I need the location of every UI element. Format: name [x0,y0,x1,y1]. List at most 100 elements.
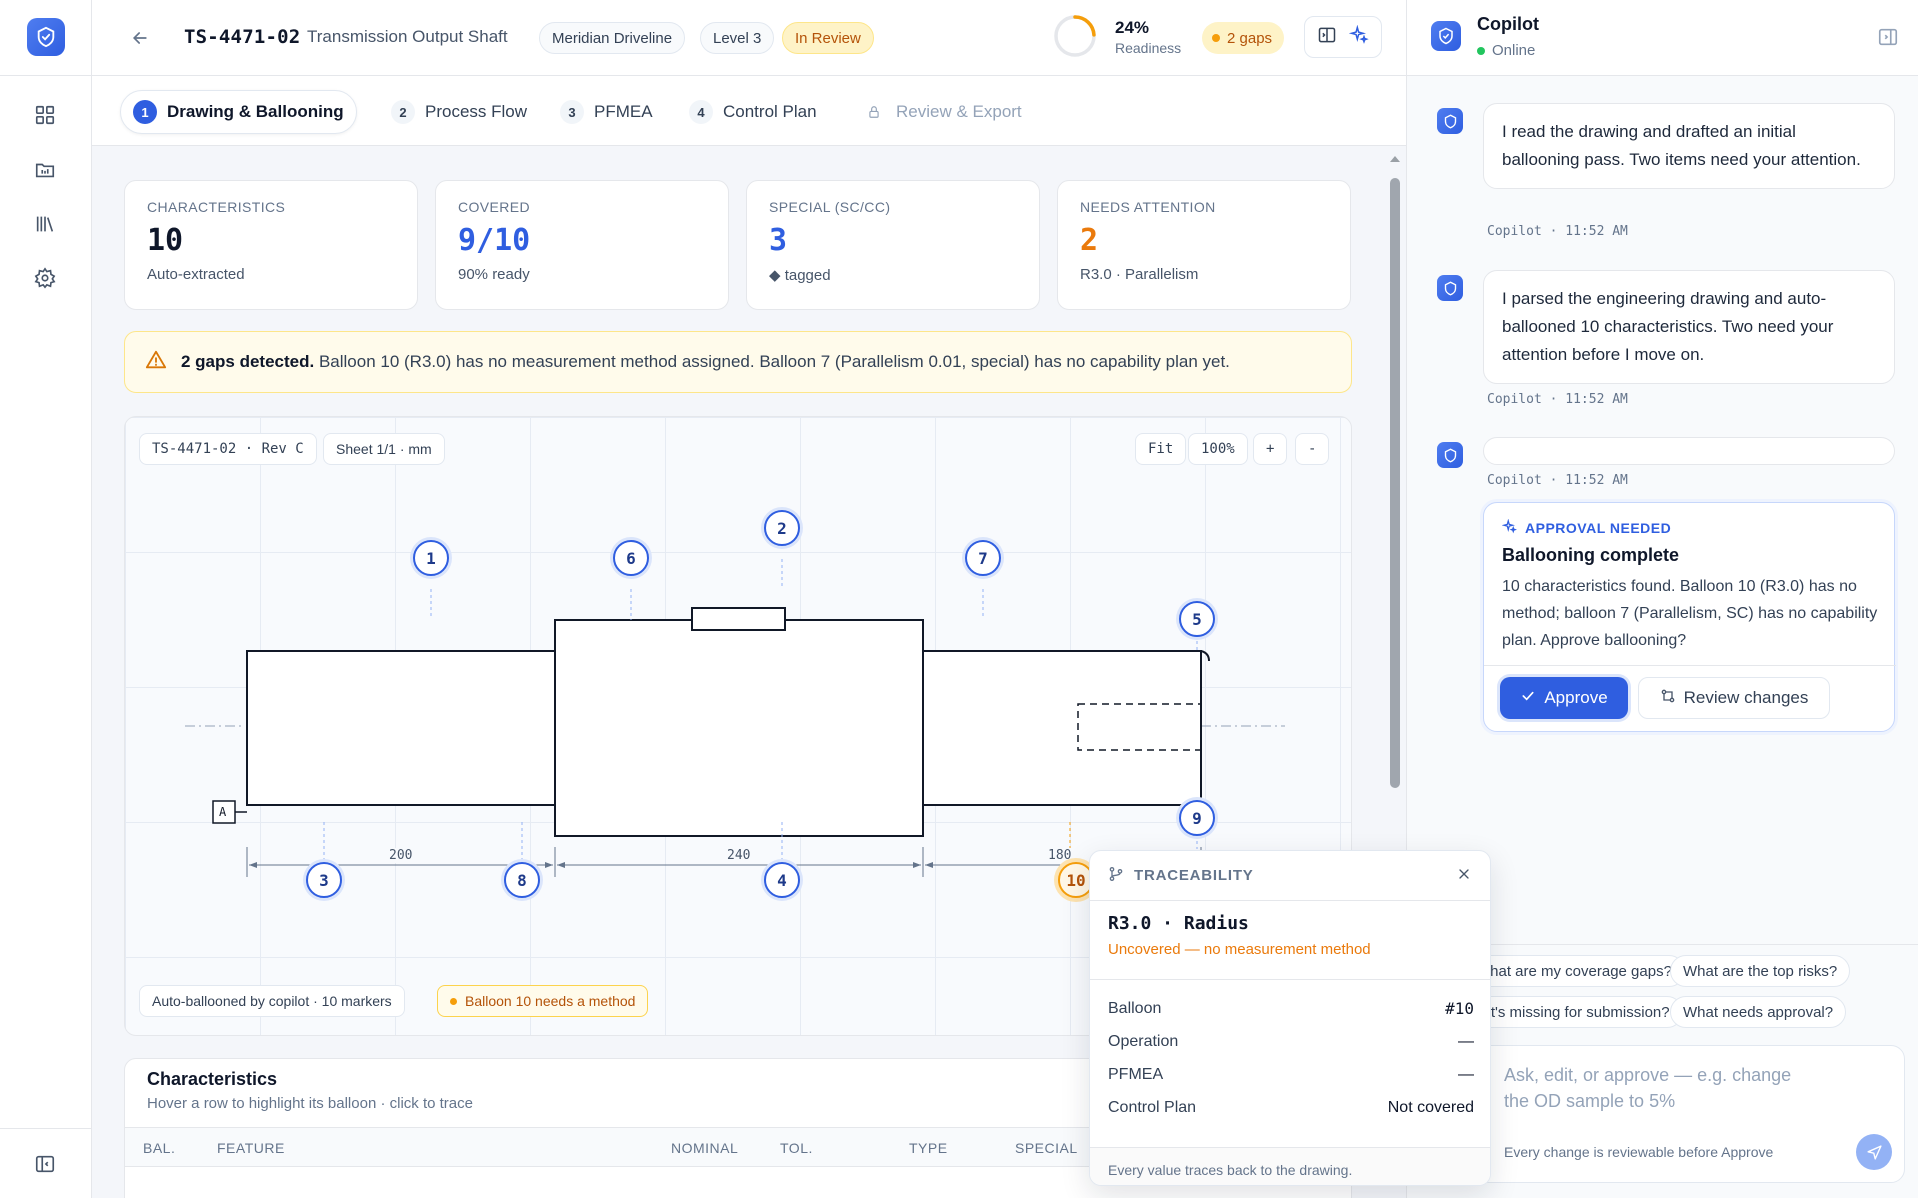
composer-input[interactable]: Ask, edit, or approve — e.g. change the … [1504,1065,1792,1111]
table-subtitle: Hover a row to highlight its balloon · c… [147,1095,473,1112]
chat-composer[interactable]: Ask, edit, or approve — e.g. change the … [1423,1045,1905,1183]
dimension-label: 180 [1048,848,1072,863]
balloon-4[interactable]: 4 [764,862,800,898]
main-scrollbar[interactable] [1387,150,1403,1198]
app-logo-icon[interactable] [27,18,65,56]
message-meta: Copilot · 11:52 AM [1487,392,1628,407]
column-header[interactable]: NOMINAL [671,1140,739,1156]
warning-dot-icon [1212,34,1220,42]
composer-note: Every change is reviewable before Approv… [1504,1144,1774,1160]
branch-icon [1108,866,1124,886]
zoom-in-button[interactable]: + [1253,433,1288,465]
sheet-chip: Sheet 1/1 · mm [323,433,445,465]
tab-drawing-ballooning[interactable]: 1 Drawing & Ballooning [120,90,357,134]
review-changes-button[interactable]: Review changes [1638,677,1830,719]
split-view-icon[interactable] [1317,25,1337,50]
traceability-header: TRACEABILITY [1090,851,1490,901]
folder-icon[interactable] [32,157,58,183]
scrollbar-thumb[interactable] [1390,178,1400,788]
step-label: Process Flow [425,102,528,121]
gaps-label: 2 gaps [1227,29,1273,47]
sparkle-icon [1501,518,1517,537]
balloon-7[interactable]: 7 [965,540,1001,576]
trace-key: Operation [1108,1032,1179,1050]
zoom-out-button[interactable]: - [1295,433,1330,465]
balloon-1[interactable]: 1 [413,540,449,576]
copilot-avatar-icon [1437,275,1463,301]
copilot-title: Copilot [1477,14,1539,34]
traceability-footer: Every value traces back to the drawing. [1090,1147,1490,1185]
balloon-10[interactable]: 10 [1058,862,1094,898]
suggestion-chip[interactable]: What needs approval? [1670,996,1847,1028]
close-icon[interactable] [1456,866,1472,886]
tab-review-export[interactable]: Review & Export [850,90,1034,134]
collapse-sidebar-icon[interactable] [1877,26,1899,53]
chat-message: I parsed the engineering drawing and aut… [1483,270,1895,384]
send-button[interactable] [1856,1134,1892,1170]
tab-control-plan[interactable]: 4 Control Plan [677,90,829,134]
step-number: 3 [560,100,584,124]
stat-sub: Auto-extracted [147,266,245,283]
lock-icon [862,100,886,124]
dashboard-icon[interactable] [32,102,58,128]
auto-balloon-chip: Auto-ballooned by copilot · 10 markers [139,985,405,1017]
suggestion-chip[interactable]: What are the top risks? [1670,955,1851,987]
tab-process-flow[interactable]: 2 Process Flow [379,90,539,134]
collapse-panel-icon[interactable] [32,1151,58,1177]
approve-button[interactable]: Approve [1500,677,1628,719]
stat-value: 9/10 [458,223,531,258]
alert-title: 2 gaps detected. [181,352,315,371]
message-meta: Copilot · 11:52 AM [1487,224,1628,239]
customer-badge: Meridian Driveline [539,22,686,54]
rail-divider [0,1128,92,1129]
balloon-3[interactable]: 3 [306,862,342,898]
stat-sub: ◆ tagged [769,267,831,284]
copilot-status-label: Online [1492,42,1536,59]
check-icon [1520,688,1536,709]
column-header[interactable]: FEATURE [217,1140,285,1156]
stat-value: 3 [769,223,788,258]
back-arrow-icon[interactable] [128,26,152,50]
step-label: Drawing & Ballooning [167,102,344,121]
column-header[interactable]: TOL. [780,1140,813,1156]
left-rail [0,0,92,1198]
library-icon[interactable] [32,211,58,237]
balloon-2[interactable]: 2 [764,510,800,546]
drawing-canvas[interactable]: TS-4471-02 · Rev C Sheet 1/1 · mm Fit 10… [124,416,1352,1036]
column-header[interactable]: SPECIAL [1015,1140,1078,1156]
settings-icon[interactable] [32,265,58,291]
dimension-label: 240 [727,848,751,863]
balloon-warning-chip[interactable]: Balloon 10 needs a method [437,985,649,1017]
approval-tag: APPROVAL NEEDED [1501,518,1671,537]
readiness-ring [1054,15,1096,57]
step-number: 2 [391,100,415,124]
approval-card: APPROVAL NEEDED Ballooning complete 10 c… [1483,502,1896,732]
copilot-avatar-icon [1437,108,1463,134]
send-icon [1866,1144,1882,1160]
copilot-panel: Copilot Online I read the drawing and dr… [1406,0,1918,1198]
suggestion-chip[interactable]: What are my coverage gaps? [1463,955,1685,987]
balloon-6[interactable]: 6 [613,540,649,576]
scroll-up-arrow-icon[interactable] [1387,152,1403,164]
approval-title: Ballooning complete [1502,545,1680,565]
balloon-9[interactable]: 9 [1179,800,1215,836]
suggestions-divider [1407,944,1918,945]
fit-button[interactable]: Fit [1135,433,1187,465]
part-number: TS-4471-02 [184,26,301,48]
step-number: 1 [133,100,157,124]
traceability-rows: Balloon #10 Operation — PFMEA — Control Pla… [1090,979,1490,1136]
column-header[interactable]: TYPE [909,1140,948,1156]
zoom-level[interactable]: 100% [1188,433,1248,465]
balloon-8[interactable]: 8 [504,862,540,898]
sparkle-icon[interactable] [1348,24,1369,50]
traceability-title: R3.0 · Radius [1108,913,1249,934]
trace-key: Control Plan [1108,1098,1197,1116]
chat-message: I read the drawing and drafted an initia… [1483,103,1895,189]
tab-pfmea[interactable]: 3 PFMEA [548,90,665,134]
trace-row-pfmea: PFMEA — [1108,1058,1474,1091]
gaps-alert: 2 gaps detected. Balloon 10 (R3.0) has n… [124,331,1352,393]
balloon-5[interactable]: 5 [1179,601,1215,637]
stat-sub: R3.0 · Parallelism [1080,266,1199,283]
gaps-badge[interactable]: 2 gaps [1202,22,1285,54]
column-header[interactable]: BAL. [143,1140,176,1156]
